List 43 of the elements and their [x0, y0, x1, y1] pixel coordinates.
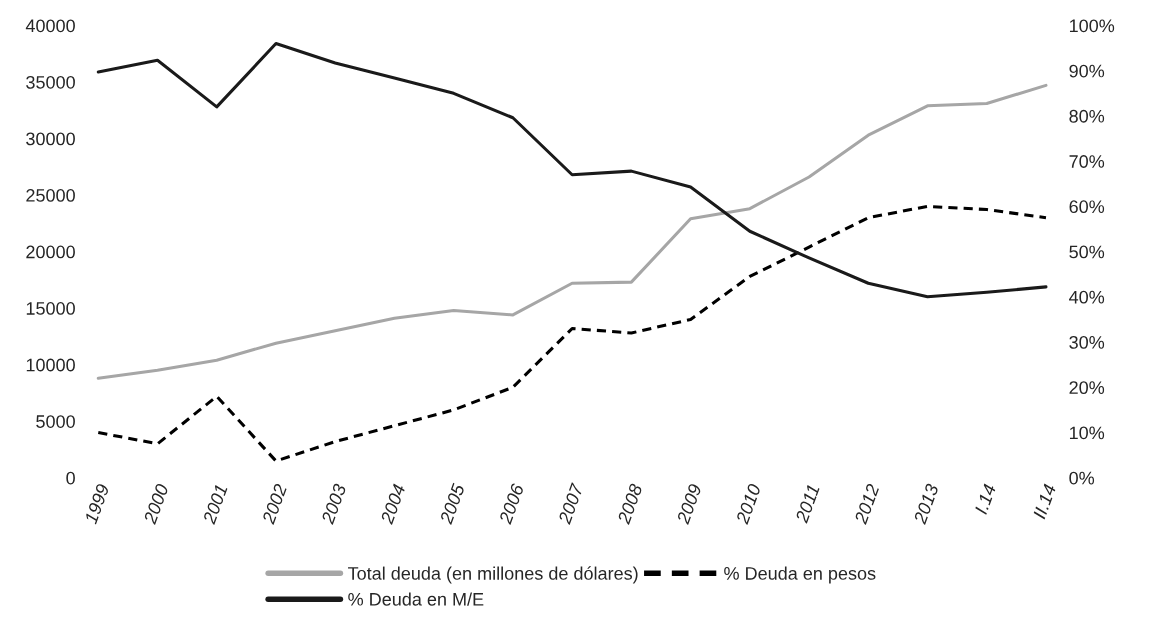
x-tick-label: II.14 [1032, 483, 1057, 520]
line-series [96, 204, 1048, 463]
y2-tick-label: 30% [1069, 336, 1105, 349]
y-tick-label: 30000 [26, 132, 75, 146]
x-tick-label: I.14 [974, 483, 997, 515]
x-tick-label: 2010 [735, 482, 762, 525]
x-tick-label: 2000 [143, 482, 169, 525]
y2-tick-label: 10% [1069, 426, 1105, 440]
legend-label: % Deuda en M/E [348, 592, 484, 606]
legend-label: % Deuda en pesos [724, 566, 876, 584]
y2-tick-label: 60% [1069, 200, 1105, 214]
y2-tick-label: 0% [1069, 471, 1095, 485]
y-tick-label: 5000 [36, 415, 75, 428]
x-tick-label: 2004 [380, 483, 406, 525]
y-tick-label: 0 [66, 471, 75, 485]
y-tick-label: 20000 [26, 245, 75, 259]
line-series [96, 83, 1048, 380]
y-tick-label: 15000 [26, 302, 75, 315]
y-tick-label: 10000 [26, 358, 75, 372]
x-tick-label: 2011 [794, 484, 820, 524]
line-series [96, 42, 1048, 299]
x-tick-label: 2005 [439, 482, 466, 525]
x-tick-label: 2008 [616, 482, 643, 525]
x-tick-label: 2009 [676, 483, 702, 525]
x-tick-label: 2012 [853, 483, 880, 525]
y2-tick-label: 50% [1069, 245, 1105, 259]
y2-tick-label: 100% [1069, 19, 1115, 33]
x-tick-label: 2013 [913, 482, 939, 525]
y-tick-label: 40000 [25, 19, 75, 33]
y2-tick-label: 70% [1069, 155, 1105, 168]
y2-tick-label: 80% [1069, 109, 1105, 123]
x-tick-label: 2007 [557, 482, 584, 525]
y2-tick-label: 40% [1069, 290, 1105, 304]
x-tick-label: 2003 [320, 482, 347, 525]
legend-label: Total deuda (en millones de dólares) [348, 566, 638, 584]
x-tick-label: 1999 [84, 483, 110, 525]
y-tick-label: 35000 [26, 75, 75, 89]
y2-tick-label: 20% [1069, 381, 1105, 395]
x-tick-label: 2006 [498, 482, 525, 525]
x-tick-label: 2002 [261, 483, 288, 525]
y2-tick-label: 90% [1069, 64, 1105, 78]
x-tick-label: 2001 [202, 484, 228, 525]
y-tick-label: 25000 [26, 189, 75, 202]
